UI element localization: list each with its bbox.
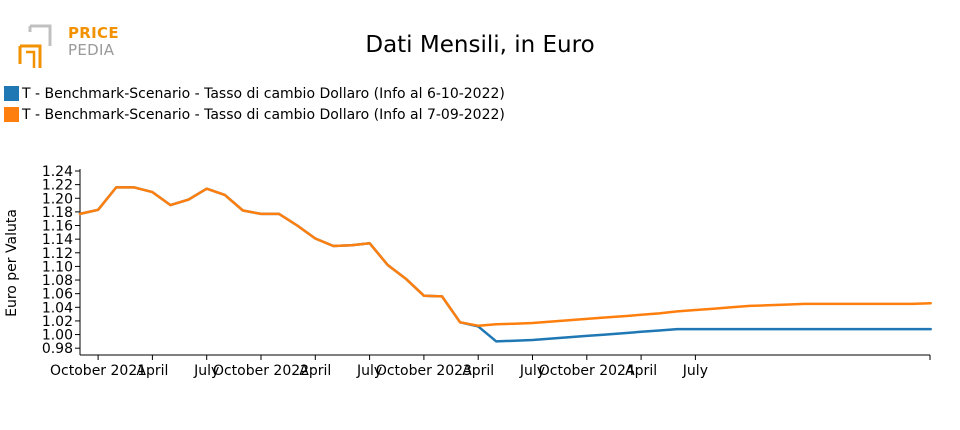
y-tick-label: 1.06 <box>42 287 73 303</box>
pricepedia-logo: PRICE PEDIA <box>18 24 128 74</box>
y-tick-label: 1.16 <box>42 219 73 235</box>
legend-label-series-2: T - Benchmark-Scenario - Tasso di cambio… <box>22 106 505 123</box>
y-axis-title: Euro per Valuta <box>4 209 20 317</box>
x-tick-label: October 2021 <box>50 363 146 379</box>
y-tick-label: 0.98 <box>42 341 73 357</box>
legend-swatch-series-2 <box>4 107 19 122</box>
x-tick-label: July <box>519 363 545 379</box>
x-tick-label: July <box>356 363 382 379</box>
legend-item-series-1[interactable]: T - Benchmark-Scenario - Tasso di cambio… <box>4 83 505 104</box>
y-tick-label: 1.20 <box>42 191 73 207</box>
y-tick-label: 1.24 <box>42 164 73 180</box>
y-tick-label: 1.12 <box>42 246 73 262</box>
x-tick-label: October 2023 <box>376 363 472 379</box>
y-tick-label: 1.22 <box>42 178 73 194</box>
series-line-1 <box>78 186 932 343</box>
logo-mark-icon <box>18 24 52 68</box>
y-tick-label: 1.10 <box>42 259 73 275</box>
x-tick-label: April <box>462 363 494 379</box>
x-tick-label: October 2024 <box>539 363 635 379</box>
y-tick-label: 1.02 <box>42 314 73 330</box>
legend-item-series-2[interactable]: T - Benchmark-Scenario - Tasso di cambio… <box>4 104 505 125</box>
y-tick-label: 1.04 <box>42 300 73 316</box>
x-tick-label: July <box>193 363 219 379</box>
legend-label-series-1: T - Benchmark-Scenario - Tasso di cambio… <box>22 85 505 102</box>
x-tick-label: April <box>136 363 168 379</box>
logo-text-price: PRICE <box>68 24 119 42</box>
x-tick-label: October 2022 <box>213 363 309 379</box>
x-tick-label: April <box>299 363 331 379</box>
series-line-2 <box>78 186 932 327</box>
y-tick-label: 1.08 <box>42 273 73 289</box>
y-tick-label: 1.18 <box>42 205 73 221</box>
x-tick-label: April <box>625 363 657 379</box>
logo-text-pedia: PEDIA <box>68 41 115 59</box>
y-tick-label: 1.00 <box>42 328 73 344</box>
legend-swatch-series-1 <box>4 86 19 101</box>
chart-title: Dati Mensili, in Euro <box>365 32 595 58</box>
chart-legend: T - Benchmark-Scenario - Tasso di cambio… <box>4 83 505 125</box>
x-tick-label: July <box>682 363 708 379</box>
y-tick-label: 1.14 <box>42 232 73 248</box>
